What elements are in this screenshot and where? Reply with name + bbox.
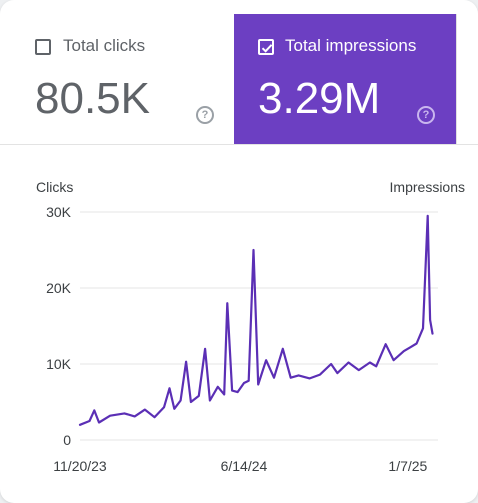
total-clicks-tile[interactable]: Total clicks 80.5K ? xyxy=(0,14,234,144)
checkmark-icon xyxy=(261,44,273,53)
x-tick-label: 6/14/24 xyxy=(221,458,268,474)
left-axis-title: Clicks xyxy=(36,179,73,195)
next-metric-tile-edge[interactable] xyxy=(456,14,478,144)
y-tick-label: 0 xyxy=(63,432,71,448)
impressions-series-line xyxy=(78,214,434,426)
clicks-checkbox[interactable] xyxy=(35,39,51,55)
right-axis-title: Impressions xyxy=(390,179,465,195)
y-tick-label: 10K xyxy=(46,356,72,372)
clicks-help-icon[interactable]: ? xyxy=(196,106,214,124)
x-axis-ticks: 11/20/23 6/14/24 1/7/25 xyxy=(53,458,427,474)
y-tick-label: 20K xyxy=(46,280,72,296)
y-tick-label: 30K xyxy=(46,204,72,220)
tiles-divider xyxy=(0,144,478,145)
impressions-help-icon[interactable]: ? xyxy=(417,106,435,124)
x-tick-label: 11/20/23 xyxy=(53,458,107,474)
total-impressions-tile[interactable]: Total impressions 3.29M ? xyxy=(234,14,456,144)
total-clicks-label: Total clicks xyxy=(63,36,146,55)
x-tick-label: 1/7/25 xyxy=(388,458,427,474)
gridlines xyxy=(80,211,438,441)
total-impressions-value: 3.29M xyxy=(258,74,381,123)
total-clicks-value: 80.5K xyxy=(35,74,150,123)
impressions-checkbox[interactable] xyxy=(258,39,274,55)
y-axis-ticks: 0 10K 20K 30K xyxy=(46,204,72,448)
total-impressions-label: Total impressions xyxy=(285,36,417,55)
